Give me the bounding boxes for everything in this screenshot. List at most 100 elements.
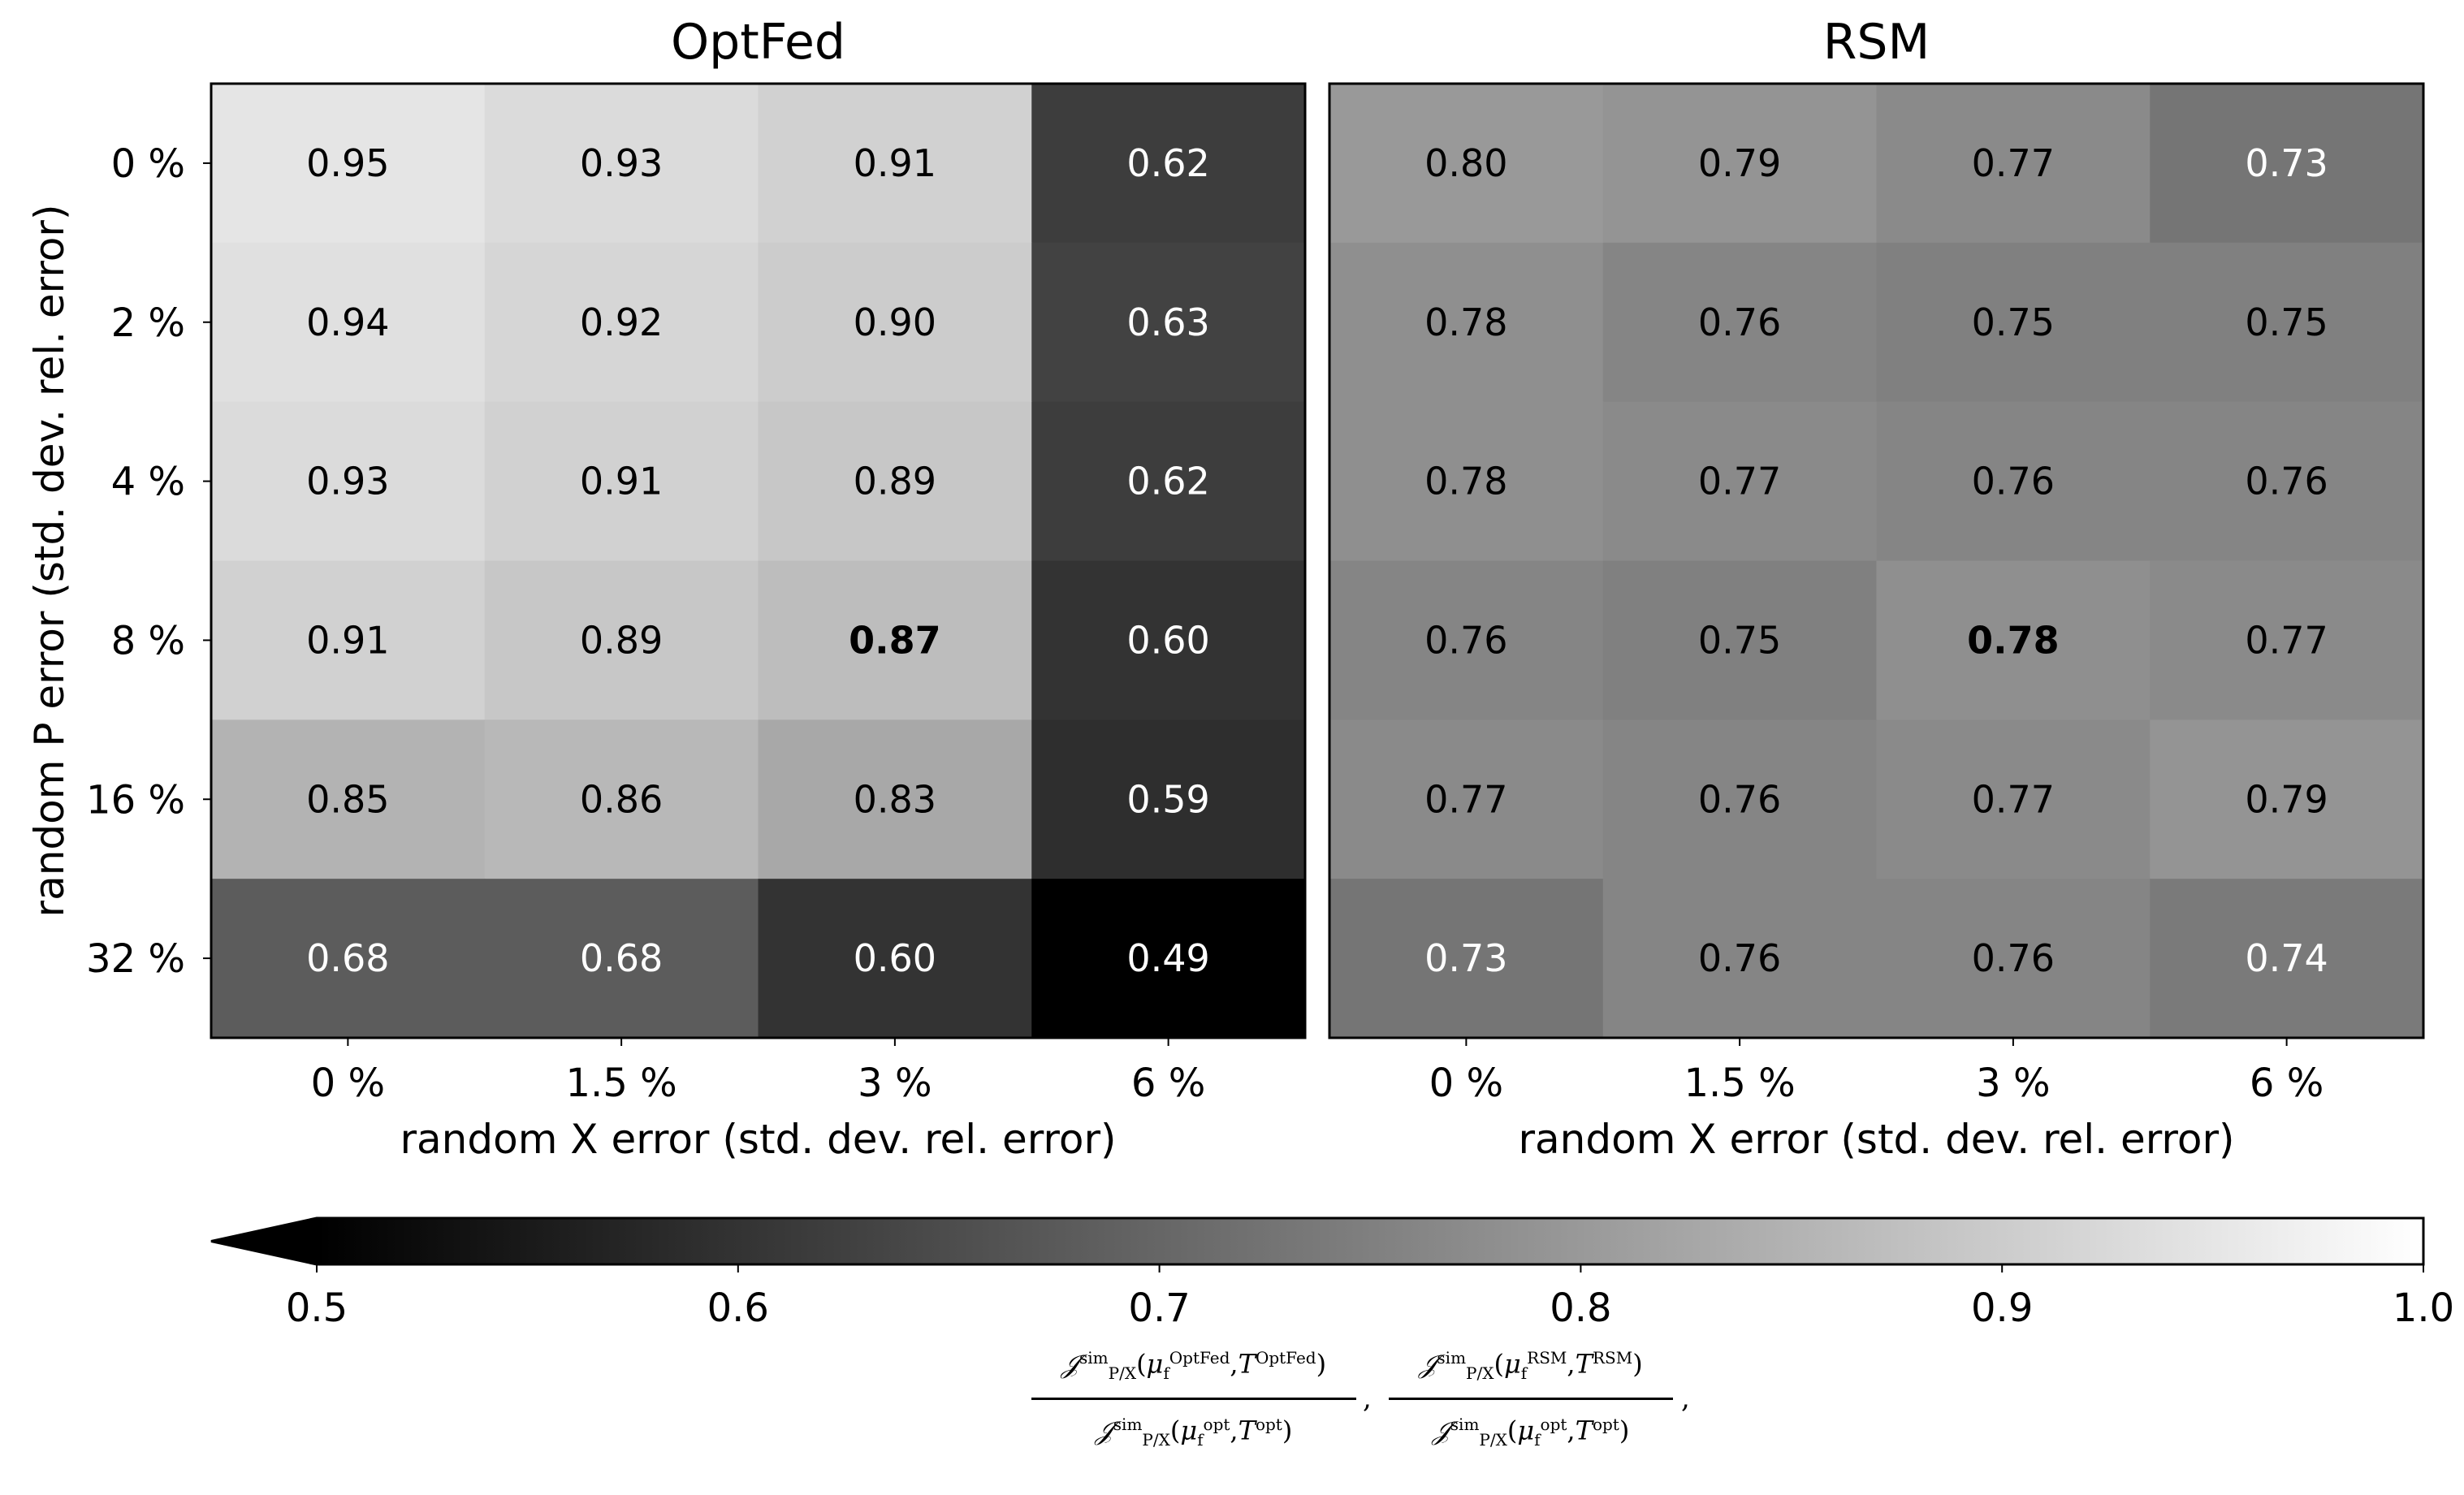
- heatmap-cell: [2150, 84, 2424, 244]
- heatmap-panel-2: 0.80 0.79 0.77 0.73 0.78 0.76 0.75 0.75 0.78 0.77…: [1328, 14, 2425, 1163]
- cell-value-label: 0.91: [306, 618, 389, 662]
- heatmap-cell: [1329, 560, 1604, 720]
- colorbar: 0.5 0.6 0.7 0.8 0.9 1.0: [210, 1216, 2454, 1331]
- heatmap-panel-1: 0.95 0.93 0.91 0.62 0.94 0.92 0.90 0.63 0.93 0.91…: [26, 14, 1307, 1163]
- cell-value-label: 0.76: [1972, 460, 2055, 503]
- cell-value-label: 0.74: [2245, 936, 2328, 980]
- colorbar-label-denominator: 𝒥simP/X(μfopt,Topt): [1095, 1415, 1293, 1450]
- colorbar-tick-label: 0.8: [1550, 1285, 1611, 1331]
- x-axis-label: random X error (std. dev. rel. error): [400, 1116, 1116, 1163]
- cell-value-label: 0.89: [854, 460, 936, 503]
- heatmap-cell: [758, 560, 1032, 720]
- fraction-bar: [1031, 1398, 1356, 1401]
- plot-frame: [210, 82, 1307, 1039]
- cell-value-label: 0.91: [580, 460, 663, 503]
- heatmap-cell: [1602, 560, 1878, 720]
- panel-title: OptFed: [671, 14, 845, 71]
- heatmap-cell: [1329, 879, 1604, 1039]
- cell-value-label: 0.79: [2245, 777, 2328, 821]
- cell-value-label: 0.73: [1424, 936, 1507, 980]
- cell-value-label: 0.85: [306, 777, 389, 821]
- colorbar-tick-label: 0.7: [1128, 1285, 1190, 1331]
- y-tick-label: 0 %: [111, 141, 185, 187]
- cell-value-label: 0.78: [1967, 618, 2060, 662]
- heatmap-cell: [1031, 560, 1306, 720]
- heatmap-cell: [1602, 242, 1878, 403]
- colorbar-tick-label: 1.0: [2393, 1285, 2454, 1331]
- cell-value-label: 0.79: [1698, 141, 1781, 185]
- heatmap-cell: [2150, 560, 2424, 720]
- cell-value-label: 0.62: [1126, 460, 1209, 503]
- y-tick-label: 4 %: [111, 460, 185, 505]
- colorbar-tick-label: 0.5: [286, 1285, 348, 1331]
- cell-value-label: 0.94: [306, 300, 389, 344]
- heatmap-cell: [1876, 719, 2151, 879]
- heatmap-cell: [1329, 401, 1604, 562]
- y-axis-label: random P error (std. dev. rel. error): [26, 205, 73, 918]
- colorbar-label-fraction-optfed: 𝒥simP/X(μfOptFed,TOptFed) 𝒥simP/X(μfopt,…: [1031, 1340, 1356, 1458]
- cell-value-label: 0.73: [2245, 141, 2328, 185]
- colorbar-gradient-bar: [317, 1218, 2423, 1264]
- cell-value-label: 0.76: [1424, 618, 1507, 662]
- heatmap-cell: [1031, 879, 1306, 1039]
- heatmap-cell: [211, 84, 486, 244]
- heatmap-cell: [1602, 401, 1878, 562]
- cell-value-label: 0.78: [1424, 460, 1507, 503]
- cell-value-label: 0.93: [306, 460, 389, 503]
- heatmap-cell: [484, 560, 759, 720]
- heatmap-cell: [1329, 719, 1604, 879]
- colorbar-label-numerator: 𝒥simP/X(μfRSM,TRSM): [1419, 1348, 1643, 1384]
- cell-value-label: 0.92: [580, 300, 663, 344]
- cell-value-label: 0.83: [854, 777, 936, 821]
- heatmap-cell: [484, 719, 759, 879]
- heatmap-cell: [2150, 879, 2424, 1039]
- cell-value-label: 0.75: [1698, 618, 1781, 662]
- cell-value-label: 0.77: [2245, 618, 2328, 662]
- heatmap-cell: [1876, 84, 2151, 244]
- cell-value-label: 0.75: [2245, 300, 2328, 344]
- heatmap-cell: [484, 401, 759, 562]
- heatmap-cell: [2150, 719, 2424, 879]
- cell-value-label: 0.95: [306, 141, 389, 185]
- x-axis-label: random X error (std. dev. rel. error): [1518, 1116, 2234, 1163]
- cell-value-label: 0.49: [1126, 936, 1209, 980]
- cell-value-label: 0.89: [580, 618, 663, 662]
- cell-value-label: 0.76: [1972, 936, 2055, 980]
- heatmap-cell: [211, 560, 486, 720]
- x-tick-label: 3 %: [1976, 1061, 2050, 1106]
- colorbar-label-denominator: 𝒥simP/X(μfopt,Topt): [1432, 1415, 1630, 1450]
- cell-value-label: 0.76: [2245, 460, 2328, 503]
- panel-title: RSM: [1823, 14, 1930, 71]
- x-tick-label: 6 %: [2250, 1061, 2324, 1106]
- heatmap-cell: [484, 879, 759, 1039]
- cell-value-label: 0.76: [1698, 777, 1781, 821]
- heatmap-cell: [211, 879, 486, 1039]
- fraction-bar: [1389, 1398, 1673, 1401]
- plot-frame: [1328, 82, 2425, 1039]
- x-tick-label: 0 %: [1429, 1061, 1503, 1106]
- heatmap-cell: [1602, 879, 1878, 1039]
- heatmap-cell: [211, 242, 486, 403]
- cell-value-label: 0.93: [580, 141, 663, 185]
- cell-value-label: 0.78: [1424, 300, 1507, 344]
- cell-value-label: 0.90: [854, 300, 936, 344]
- heatmap-cell: [211, 401, 486, 562]
- cell-value-label: 0.68: [580, 936, 663, 980]
- cell-value-label: 0.80: [1424, 141, 1507, 185]
- heatmap-cell: [1876, 879, 2151, 1039]
- y-tick-label: 8 %: [111, 618, 185, 663]
- colorbar-tick-label: 0.9: [1971, 1285, 2033, 1331]
- colorbar-label-fraction-rsm: 𝒥simP/X(μfRSM,TRSM) 𝒥simP/X(μfopt,Topt): [1389, 1340, 1673, 1458]
- x-tick-label: 3 %: [858, 1061, 932, 1106]
- heatmap-cell: [484, 242, 759, 403]
- cell-value-label: 0.77: [1424, 777, 1507, 821]
- colorbar-outline: [210, 1216, 2425, 1266]
- heatmap-cell: [758, 401, 1032, 562]
- heatmap-cell: [1602, 719, 1878, 879]
- heatmap-cell: [1876, 560, 2151, 720]
- heatmap-cell: [1329, 84, 1604, 244]
- heatmap-cell: [1031, 719, 1306, 879]
- cell-value-label: 0.77: [1698, 460, 1781, 503]
- cell-value-label: 0.77: [1972, 777, 2055, 821]
